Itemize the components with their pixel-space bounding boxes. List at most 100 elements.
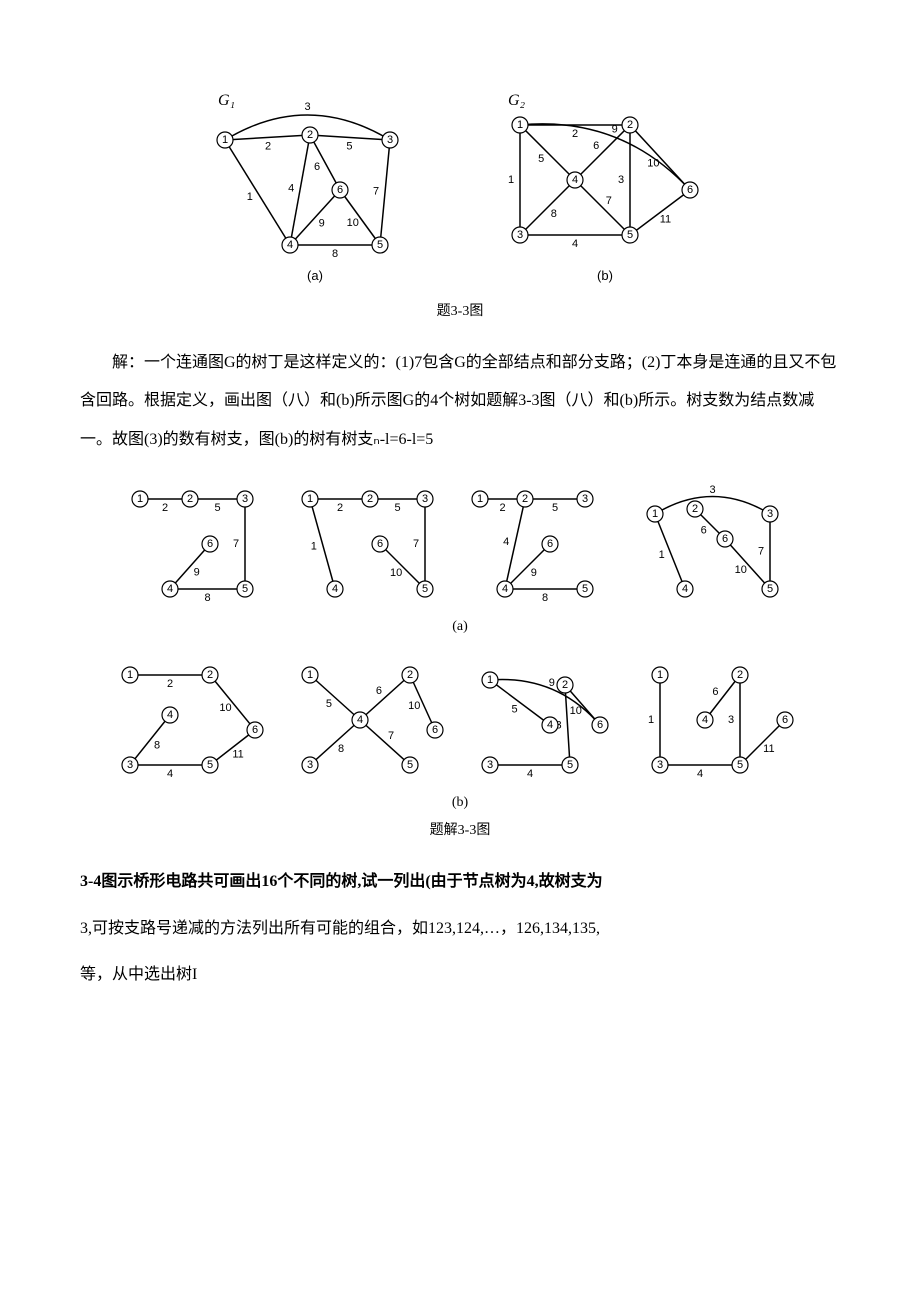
- svg-text:3: 3: [517, 229, 523, 241]
- svg-text:5: 5: [407, 759, 413, 771]
- svg-text:2: 2: [207, 669, 213, 681]
- svg-text:7: 7: [606, 195, 612, 207]
- svg-text:3: 3: [304, 101, 310, 113]
- svg-text:3: 3: [709, 484, 715, 496]
- svg-text:3: 3: [242, 493, 248, 505]
- svg-text:5: 5: [214, 502, 220, 514]
- svg-text:3: 3: [767, 508, 773, 520]
- svg-text:4: 4: [332, 583, 338, 595]
- svg-text:2: 2: [367, 493, 373, 505]
- svg-text:4: 4: [527, 768, 533, 780]
- svg-text:6: 6: [376, 685, 382, 697]
- svg-text:1: 1: [659, 549, 665, 561]
- svg-text:2: 2: [162, 502, 168, 514]
- svg-text:5: 5: [207, 759, 213, 771]
- svg-text:3: 3: [307, 759, 313, 771]
- tree-a1: 25789123456: [125, 479, 275, 609]
- svg-text:9: 9: [531, 567, 537, 579]
- svg-text:6: 6: [432, 724, 438, 736]
- svg-text:3: 3: [387, 134, 393, 146]
- svg-text:6: 6: [252, 724, 258, 736]
- svg-text:8: 8: [154, 740, 160, 752]
- svg-text:5: 5: [377, 239, 383, 251]
- svg-text:1: 1: [487, 674, 493, 686]
- graph-G1: G₁ 12345678910123456 (a): [200, 80, 430, 290]
- tree-a3: 25489123456: [465, 479, 615, 609]
- svg-text:2: 2: [737, 669, 743, 681]
- problem-3-4-line3: 等，从中选出树I: [80, 956, 840, 994]
- svg-text:6: 6: [722, 533, 728, 545]
- svg-text:4: 4: [357, 714, 363, 726]
- svg-text:2: 2: [167, 678, 173, 690]
- svg-text:7: 7: [758, 546, 764, 558]
- svg-text:11: 11: [660, 214, 671, 226]
- problem-3-4-line2: 3,可按支路号递减的方法列出所有可能的组合，如123,124,…，126,134…: [80, 910, 840, 948]
- svg-text:10: 10: [390, 567, 402, 579]
- svg-text:4: 4: [167, 768, 173, 780]
- svg-text:4: 4: [682, 583, 688, 595]
- svg-text:6: 6: [687, 184, 693, 196]
- svg-text:2: 2: [307, 129, 313, 141]
- svg-text:6: 6: [314, 161, 320, 173]
- svg-text:6: 6: [701, 525, 707, 537]
- svg-text:3: 3: [582, 493, 588, 505]
- svg-text:4: 4: [287, 239, 293, 251]
- svg-text:9: 9: [549, 677, 555, 689]
- svg-text:8: 8: [542, 592, 548, 604]
- svg-text:5: 5: [627, 229, 633, 241]
- figure-3-3-caption: 题3-3图: [80, 300, 840, 320]
- svg-text:10: 10: [735, 564, 747, 576]
- svg-text:10: 10: [570, 705, 582, 717]
- svg-text:9: 9: [319, 218, 325, 230]
- svg-text:1: 1: [307, 669, 313, 681]
- svg-text:5: 5: [512, 704, 518, 716]
- sub-a: (a): [307, 268, 323, 283]
- svg-text:4: 4: [702, 714, 708, 726]
- svg-text:2: 2: [187, 493, 193, 505]
- svg-text:1: 1: [127, 669, 133, 681]
- sub-a-2: (a): [80, 619, 840, 635]
- svg-text:1: 1: [311, 541, 317, 553]
- svg-text:5: 5: [767, 583, 773, 595]
- svg-text:11: 11: [763, 743, 774, 755]
- svg-text:2: 2: [692, 503, 698, 515]
- svg-text:5: 5: [567, 759, 573, 771]
- figure-solution-row-a: 25789123456 215710123456 25489123456 316…: [80, 479, 840, 609]
- solution-paragraph: 解：一个连通图G的树丁是这样定义的：(1)7包含G的全部结点和部分支路；(2)丁…: [80, 344, 840, 459]
- svg-text:1: 1: [307, 493, 313, 505]
- svg-text:6: 6: [207, 538, 213, 550]
- tree-b3: 951034123456: [475, 655, 625, 785]
- svg-text:2: 2: [572, 128, 578, 140]
- g1-label: G₁: [218, 92, 235, 109]
- tree-a2: 215710123456: [295, 479, 445, 609]
- svg-text:5: 5: [346, 140, 352, 152]
- svg-text:6: 6: [712, 686, 718, 698]
- svg-text:4: 4: [503, 536, 509, 548]
- svg-text:6: 6: [547, 538, 553, 550]
- svg-text:8: 8: [338, 743, 344, 755]
- svg-text:2: 2: [337, 502, 343, 514]
- tree-a4: 316710123456: [635, 479, 795, 609]
- svg-text:6: 6: [597, 719, 603, 731]
- svg-text:1: 1: [517, 119, 523, 131]
- svg-text:1: 1: [137, 493, 143, 505]
- svg-text:11: 11: [232, 749, 243, 761]
- svg-text:7: 7: [388, 730, 394, 742]
- svg-text:8: 8: [551, 208, 557, 220]
- svg-text:6: 6: [593, 140, 599, 152]
- svg-text:10: 10: [647, 158, 659, 170]
- problem-3-4-line1-text: 3-4图示桥形电路共可画出16个不同的树,试一列出(由于节点树为4,故树支为: [80, 873, 603, 890]
- svg-text:5: 5: [394, 502, 400, 514]
- svg-text:7: 7: [233, 538, 239, 550]
- svg-text:1: 1: [222, 134, 228, 146]
- svg-text:2: 2: [265, 140, 271, 152]
- svg-text:10: 10: [408, 700, 420, 712]
- svg-text:1: 1: [657, 669, 663, 681]
- svg-text:5: 5: [242, 583, 248, 595]
- svg-text:4: 4: [697, 768, 703, 780]
- svg-text:9: 9: [194, 567, 200, 579]
- svg-text:4: 4: [288, 182, 294, 194]
- svg-text:7: 7: [413, 538, 419, 550]
- svg-text:3: 3: [422, 493, 428, 505]
- tree-b2: 567810123456: [295, 655, 455, 785]
